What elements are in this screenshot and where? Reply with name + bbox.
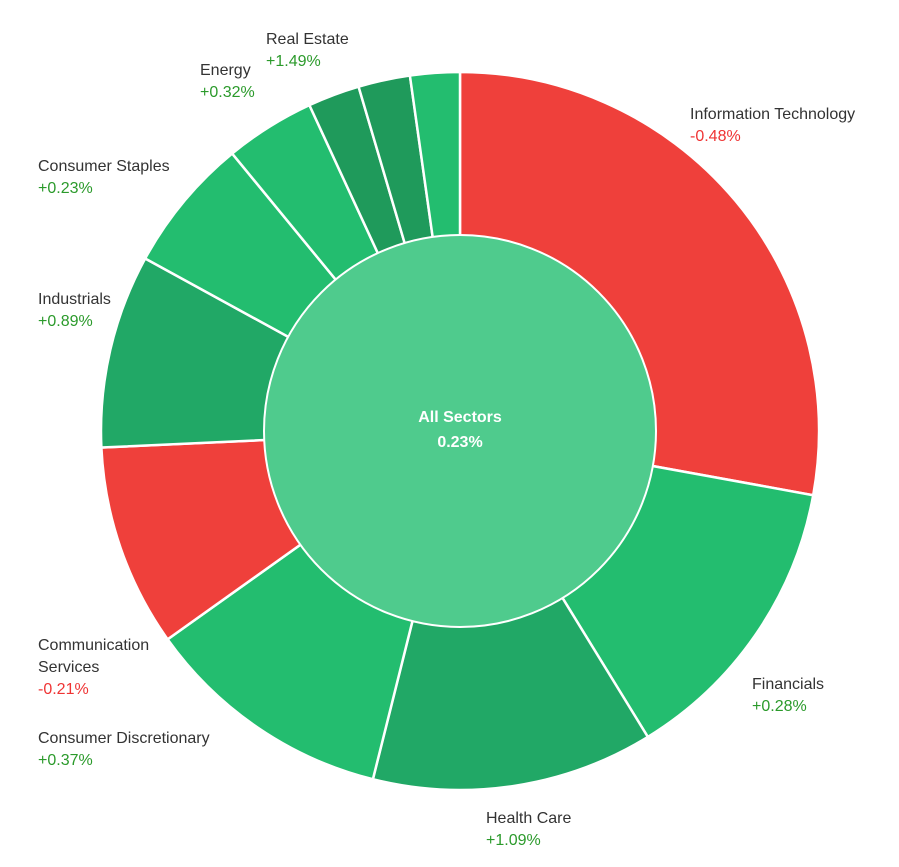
slice-change: +0.23% bbox=[38, 180, 93, 197]
slice-change: +1.09% bbox=[486, 832, 541, 849]
label-energy: Energy +0.32% bbox=[200, 60, 255, 104]
slice-change: +1.49% bbox=[266, 53, 321, 70]
slice-name: Financials bbox=[752, 676, 825, 693]
slice-name: Information Technology bbox=[690, 106, 856, 123]
slice-change: +0.89% bbox=[38, 313, 93, 330]
label-real-estate: Real Estate +1.49% bbox=[266, 29, 349, 73]
label-information-technology: Information Technology -0.48% bbox=[690, 104, 855, 148]
slice-name: Energy bbox=[200, 62, 251, 79]
slice-change: -0.48% bbox=[690, 128, 741, 145]
label-consumer-staples: Consumer Staples +0.23% bbox=[38, 156, 170, 200]
slice-change: -0.21% bbox=[38, 681, 89, 698]
slice-name: Health Care bbox=[486, 810, 572, 827]
slice-change: +0.32% bbox=[200, 84, 255, 101]
label-financials: Financials +0.28% bbox=[752, 674, 824, 718]
label-communication-services: Communication Services -0.21% bbox=[38, 635, 173, 701]
center-disc[interactable] bbox=[263, 234, 657, 628]
label-health-care: Health Care +1.09% bbox=[486, 808, 571, 852]
center-value: 0.23% bbox=[437, 434, 482, 451]
slice-change: +0.28% bbox=[752, 698, 807, 715]
label-industrials: Industrials +0.89% bbox=[38, 289, 111, 333]
slice-name: Consumer Staples bbox=[38, 158, 170, 175]
label-consumer-discretionary: Consumer Discretionary +0.37% bbox=[38, 728, 210, 772]
slice-name: Real Estate bbox=[266, 31, 349, 48]
slice-name: Communication Services bbox=[38, 637, 150, 676]
slice-name: Consumer Discretionary bbox=[38, 730, 210, 747]
slice-change: +0.37% bbox=[38, 752, 93, 769]
center-label: All Sectors bbox=[418, 409, 502, 426]
slice-name: Industrials bbox=[38, 291, 111, 308]
